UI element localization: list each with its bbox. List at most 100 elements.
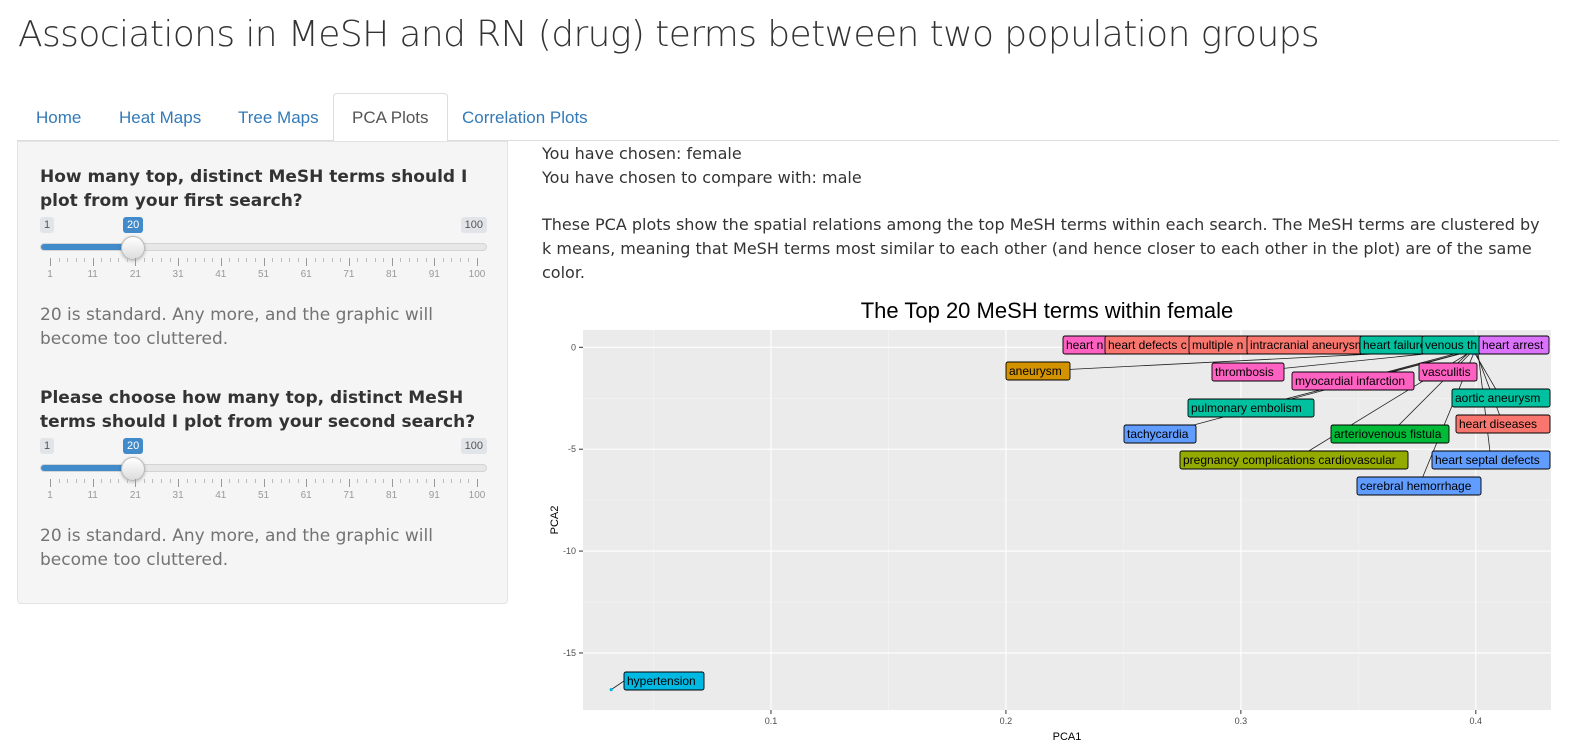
tab-home[interactable]: Home — [36, 108, 82, 127]
slider-grid-minor-tick — [331, 479, 333, 483]
slider-grid-minor-tick — [451, 258, 453, 262]
slider-grid-minor-tick — [109, 479, 111, 483]
slider-grid-minor-tick — [237, 258, 239, 262]
point-label: heart failure — [1363, 338, 1427, 352]
slider-grid-tick — [391, 479, 393, 487]
slider-grid-minor-tick — [425, 479, 427, 483]
chosen-text: You have chosen: female — [542, 144, 742, 163]
tab-heat-maps[interactable]: Heat Maps — [119, 108, 202, 127]
slider-grid-tick — [477, 258, 478, 266]
tab-bar: Home Heat Maps Tree Maps PCA Plots Corre… — [17, 93, 1559, 142]
slider2-value: 20 — [123, 438, 144, 454]
slider-grid-minor-tick — [237, 479, 239, 483]
point-label: venous th — [1425, 338, 1477, 352]
slider1-fill — [41, 244, 134, 250]
slider-grid-minor-tick — [101, 258, 103, 262]
data-point — [609, 688, 613, 692]
y-tick-label: -15 — [563, 648, 576, 658]
slider-grid-label: 1 — [47, 490, 53, 501]
slider-grid-minor-tick — [417, 258, 419, 262]
slider-grid-minor-tick — [246, 479, 248, 483]
point-label-box — [1478, 335, 1550, 355]
slider1-handle[interactable] — [121, 236, 145, 260]
slider-grid-minor-tick — [109, 258, 111, 262]
x-axis-title: PCA1 — [1053, 731, 1082, 743]
slider-grid-tick — [306, 258, 308, 266]
slider-grid-minor-tick — [195, 258, 197, 262]
slider-grid-label: 41 — [215, 490, 227, 501]
slider-grid-minor-tick — [297, 479, 299, 483]
slider-grid-minor-tick — [58, 479, 60, 483]
tab-tree-maps[interactable]: Tree Maps — [238, 108, 319, 127]
slider-grid-tick — [306, 479, 308, 487]
slider-grid-minor-tick — [468, 479, 470, 483]
slider-grid-minor-tick — [289, 258, 291, 262]
slider-grid-minor-tick — [195, 479, 197, 483]
x-tick-label: 0.4 — [1470, 716, 1483, 726]
slider-grid-tick — [135, 479, 137, 487]
slider-grid-minor-tick — [340, 258, 342, 262]
slider-grid-minor-tick — [459, 479, 461, 483]
tab-pca-plots[interactable]: PCA Plots — [333, 93, 448, 142]
slider-grid-label: 71 — [343, 269, 355, 280]
y-tick-label: 0 — [571, 342, 576, 352]
slider-grid-tick — [135, 258, 137, 266]
y-axis-title: PCA2 — [549, 506, 561, 535]
slider-grid-minor-tick — [400, 479, 402, 483]
slider-grid-minor-tick — [126, 258, 128, 262]
point-label: arteriovenous fistula — [1334, 427, 1442, 441]
slider-grid-tick — [178, 479, 180, 487]
point-label: thrombosis — [1215, 365, 1274, 379]
slider-grid-label: 41 — [215, 269, 227, 280]
slider-grid-minor-tick — [451, 479, 453, 483]
slider1-track[interactable] — [40, 243, 487, 251]
slider-grid-label: 61 — [300, 490, 312, 501]
slider-grid-minor-tick — [101, 479, 103, 483]
slider-grid-tick — [348, 479, 350, 487]
slider-grid-minor-tick — [254, 479, 256, 483]
slider-grid-minor-tick — [442, 258, 444, 262]
slider-grid-tick — [92, 479, 94, 487]
slider2-track[interactable] — [40, 464, 487, 472]
slider-grid-minor-tick — [84, 479, 86, 483]
slider-grid-minor-tick — [75, 258, 77, 262]
slider-grid-tick — [263, 258, 265, 266]
point-label-box — [1431, 450, 1551, 470]
slider-grid-minor-tick — [169, 479, 171, 483]
slider2-grid: 1 11 21 31 41 51 61 71 81 91 100 — [40, 479, 487, 509]
slider1[interactable]: 1 100 20 1 11 21 31 41 51 61 71 81 91 100 — [40, 217, 487, 287]
point-label-box — [1291, 371, 1415, 391]
slider-grid-label: 51 — [257, 490, 270, 501]
point-label-box — [1211, 362, 1285, 382]
slider-grid-minor-tick — [280, 479, 282, 483]
point-label-box — [623, 671, 705, 691]
x-tick-label: 0.1 — [765, 716, 778, 726]
slider2-help: 20 is standard. Any more, and the graphi… — [40, 526, 433, 570]
slider-grid-minor-tick — [272, 479, 274, 483]
tab-correlation-plots[interactable]: Correlation Plots — [462, 108, 588, 127]
slider2-handle[interactable] — [121, 457, 145, 481]
slider-grid-tick — [391, 258, 393, 266]
slider-grid-minor-tick — [323, 258, 325, 262]
slider-grid-label: 11 — [87, 490, 98, 501]
label-connector — [1475, 351, 1504, 425]
slider-grid-tick — [220, 479, 222, 487]
slider-grid-minor-tick — [84, 258, 86, 262]
slider-grid-label: 100 — [468, 490, 486, 501]
slider-grid-minor-tick — [408, 479, 410, 483]
chart-title: The Top 20 MeSH terms within female — [860, 298, 1234, 323]
point-label: heart defects c — [1108, 338, 1187, 352]
point-label: myocardial infarction — [1295, 374, 1405, 388]
slider-grid-label: 31 — [172, 490, 184, 501]
point-label: pregnancy complications cardiovascular — [1183, 453, 1396, 467]
point-label-box — [1179, 450, 1409, 470]
y-tick-label: -10 — [563, 546, 576, 556]
y-tick-label: -5 — [568, 444, 576, 454]
slider-grid-label: 91 — [428, 490, 440, 501]
slider-grid-minor-tick — [169, 258, 171, 262]
slider-grid-label: 21 — [129, 269, 141, 280]
slider2[interactable]: 1 100 20 1 11 21 31 41 51 61 71 81 91 100 — [40, 438, 487, 508]
plot-panel — [583, 330, 1551, 710]
point-label: vasculitis — [1422, 365, 1471, 379]
point-label-box — [1187, 398, 1315, 418]
